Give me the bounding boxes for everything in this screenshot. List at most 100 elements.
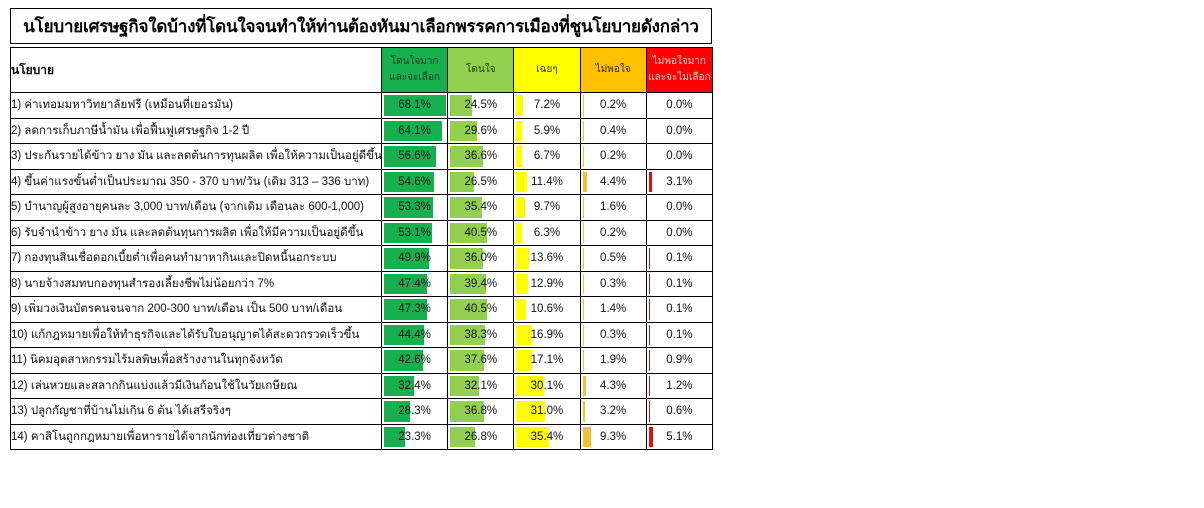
data-bar <box>582 197 585 218</box>
value-text: 3.1% <box>666 175 693 188</box>
data-bar <box>384 324 425 345</box>
table-title: นโยบายเศรษฐกิจใดบ้างที่โดนใจจนทำให้ท่านต… <box>10 8 712 44</box>
value-text: 36.6% <box>464 150 498 163</box>
data-bar <box>516 222 523 243</box>
data-bar <box>516 426 549 447</box>
header-line2: และจะเลือก <box>389 72 440 83</box>
data-bar <box>450 401 484 422</box>
value-cell-satisfied: 24.5% <box>447 92 515 119</box>
value-text: 40.5% <box>464 226 498 239</box>
value-text: 0.3% <box>600 277 627 290</box>
data-bar <box>648 375 651 396</box>
value-cell-very-satisfied: 54.6% <box>380 168 449 195</box>
data-bar <box>582 248 585 269</box>
value-cell-neutral: 17.1% <box>513 347 581 374</box>
data-bar <box>582 401 586 422</box>
value-text: 53.1% <box>398 226 431 239</box>
data-bar <box>516 248 529 269</box>
value-text: 0.0% <box>666 201 693 214</box>
policy-cell: 1) ค่าเทอมมหาวิทยาลัยฟรี (เหมือนที่เยอรม… <box>10 92 382 119</box>
data-bar <box>450 146 484 167</box>
data-bar <box>582 222 585 243</box>
value-cell-neutral: 7.2% <box>513 92 581 119</box>
value-text: 64.1% <box>398 124 431 137</box>
policy-cell: 2) ลดการเก็บภาษีน้ำมัน เพื่อฟื้นฟูเศรษฐก… <box>10 117 382 144</box>
data-bar <box>384 273 428 294</box>
data-bar <box>450 273 487 294</box>
data-bar <box>516 120 522 141</box>
value-cell-satisfied: 40.5% <box>447 296 515 323</box>
data-bar <box>516 324 532 345</box>
column-header-dissatisfied: ไม่พอใจ <box>579 47 647 93</box>
value-text: 1.9% <box>600 354 627 367</box>
data-bar <box>516 401 545 422</box>
value-cell-dissatisfied: 1.9% <box>579 347 647 374</box>
policy-cell: 13) ปลูกกัญชาที่บ้านไม่เกิน 6 ต้น ได้เสร… <box>10 398 382 425</box>
data-bar <box>384 120 443 141</box>
data-bar <box>450 299 488 320</box>
data-bar <box>648 299 651 320</box>
data-bar <box>582 171 587 192</box>
value-cell-dissatisfied: 4.3% <box>579 372 647 399</box>
value-text: 28.3% <box>398 405 431 418</box>
value-cell-very-dissatisfied: 0.0% <box>645 219 714 246</box>
value-cell-neutral: 31.0% <box>513 398 581 425</box>
value-text: 0.2% <box>600 150 627 163</box>
table-row: 7) กองทุนสินเชื่อดอกเบี้ยต่ำเพื่อคนทำมาห… <box>10 245 714 272</box>
value-text: 24.5% <box>464 99 498 112</box>
data-bar <box>516 350 532 371</box>
data-bar <box>582 375 587 396</box>
value-text: 10.6% <box>530 303 564 316</box>
value-cell-neutral: 12.9% <box>513 270 581 297</box>
value-text: 7.2% <box>533 99 561 112</box>
value-text: 0.5% <box>600 252 627 265</box>
value-cell-satisfied: 32.1% <box>447 372 515 399</box>
value-cell-dissatisfied: 1.4% <box>579 296 647 323</box>
value-text: 0.3% <box>600 328 627 341</box>
value-text: 54.6% <box>398 175 431 188</box>
table-row: 13) ปลูกกัญชาที่บ้านไม่เกิน 6 ต้น ได้เสร… <box>10 398 714 425</box>
data-bar <box>516 171 527 192</box>
value-cell-very-satisfied: 68.1% <box>380 92 449 119</box>
value-text: 0.1% <box>666 328 693 341</box>
value-cell-very-satisfied: 47.3% <box>380 296 449 323</box>
value-text: 23.3% <box>398 430 431 443</box>
value-cell-dissatisfied: 9.3% <box>579 423 647 450</box>
value-cell-dissatisfied: 0.2% <box>579 143 647 170</box>
data-bar <box>450 120 478 141</box>
policy-cell: 10) แก้กฎหมายเพื่อให้ทำธุรกิจและได้รับใบ… <box>10 321 382 348</box>
data-bar <box>582 146 585 167</box>
data-bar <box>582 120 585 141</box>
value-cell-satisfied: 29.6% <box>447 117 515 144</box>
table-row: 3) ประกันรายได้ข้าว ยาง มัน และลดต้นการท… <box>10 143 714 170</box>
data-bar <box>648 171 652 192</box>
value-text: 39.4% <box>464 277 498 290</box>
value-text: 5.9% <box>533 124 561 137</box>
value-cell-very-dissatisfied: 0.0% <box>645 194 714 221</box>
value-cell-very-dissatisfied: 0.1% <box>645 270 714 297</box>
value-cell-very-satisfied: 42.6% <box>380 347 449 374</box>
data-bar <box>582 324 585 345</box>
value-cell-satisfied: 26.8% <box>447 423 515 450</box>
data-bar <box>384 375 414 396</box>
value-cell-satisfied: 39.4% <box>447 270 515 297</box>
header-row: นโยบาย โดนใจมาก และจะเลือก โดนใจ เฉยๆ ไม… <box>10 47 714 93</box>
data-bar <box>450 375 480 396</box>
data-bar <box>516 197 526 218</box>
value-text: 0.2% <box>600 226 627 239</box>
header-line1: ไม่พอใจมาก <box>652 56 706 67</box>
value-cell-neutral: 30.1% <box>513 372 581 399</box>
header-line1: ไม่พอใจ <box>595 64 631 75</box>
value-text: 68.1% <box>398 99 431 112</box>
value-text: 0.2% <box>600 99 627 112</box>
value-cell-dissatisfied: 0.5% <box>579 245 647 272</box>
data-bar <box>648 248 651 269</box>
policy-cell: 7) กองทุนสินเชื่อดอกเบี้ยต่ำเพื่อคนทำมาห… <box>10 245 382 272</box>
value-cell-dissatisfied: 0.2% <box>579 92 647 119</box>
data-bar <box>384 350 423 371</box>
table-row: 2) ลดการเก็บภาษีน้ำมัน เพื่อฟื้นฟูเศรษฐก… <box>10 117 714 144</box>
value-text: 32.1% <box>464 379 498 392</box>
column-header-satisfied: โดนใจ <box>447 47 515 93</box>
value-cell-very-dissatisfied: 0.0% <box>645 143 714 170</box>
data-bar <box>384 426 406 447</box>
